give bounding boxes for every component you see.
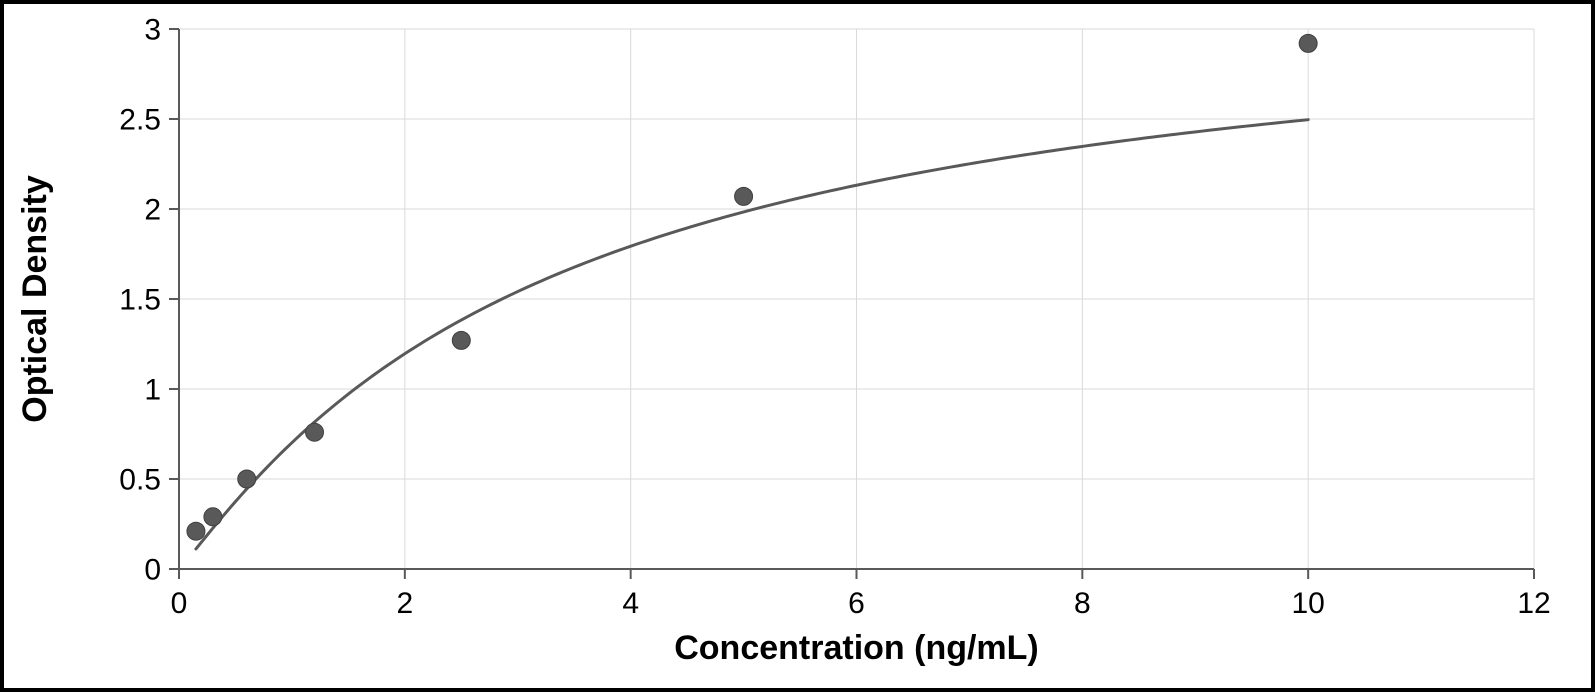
y-tick-label: 0 (144, 554, 161, 587)
data-point (187, 522, 205, 540)
data-point (238, 470, 256, 488)
data-point (452, 331, 470, 349)
x-tick-label: 0 (171, 587, 188, 620)
y-tick-label: 1.5 (119, 284, 161, 317)
x-tick-label: 10 (1291, 587, 1324, 620)
x-tick-label: 6 (848, 587, 865, 620)
data-point (204, 508, 222, 526)
y-tick-label: 2 (144, 194, 161, 227)
x-tick-label: 2 (396, 587, 413, 620)
x-axis-label: Concentration (ng/mL) (674, 629, 1039, 667)
y-tick-label: 1 (144, 374, 161, 407)
y-tick-label: 3 (144, 14, 161, 47)
chart-container: 0 2 4 6 8 10 12 0 0.5 1 1.5 2 2.5 3 Concentration (ng/… (0, 0, 1595, 692)
y-tick-label: 2.5 (119, 104, 161, 137)
data-point (306, 423, 324, 441)
y-axis-label: Optical Density (16, 175, 54, 423)
data-point (1299, 34, 1317, 52)
x-tick-label: 4 (622, 587, 639, 620)
chart-svg: 0 2 4 6 8 10 12 0 0.5 1 1.5 2 2.5 3 Concentration (ng/… (4, 4, 1591, 688)
x-tick-label: 8 (1074, 587, 1091, 620)
data-point (735, 187, 753, 205)
x-tick-label: 12 (1517, 587, 1550, 620)
y-tick-label: 0.5 (119, 464, 161, 497)
